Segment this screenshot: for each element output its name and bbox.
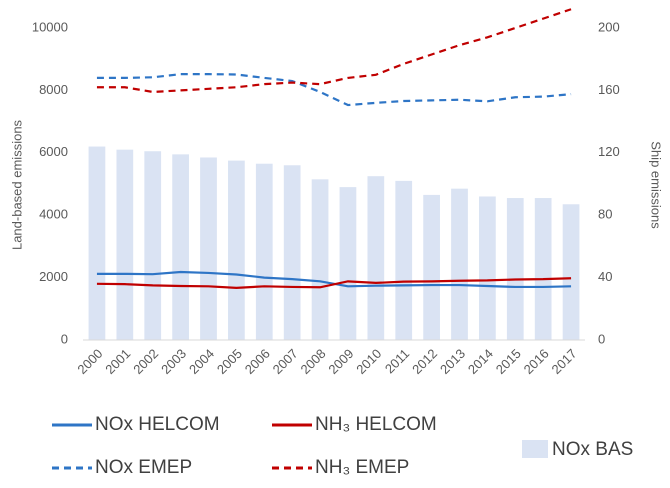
y-tick-label: 10000 bbox=[32, 19, 68, 34]
y2-tick-label: 0 bbox=[598, 331, 605, 346]
legend-swatch bbox=[522, 440, 548, 458]
x-tick-label: 2008 bbox=[298, 346, 329, 377]
x-tick-label: 2017 bbox=[549, 346, 580, 377]
bar bbox=[506, 198, 524, 340]
x-tick-label: 2015 bbox=[493, 346, 524, 377]
line-series bbox=[96, 8, 572, 94]
y2-tick-label: 80 bbox=[598, 207, 612, 222]
y2-tick-label: 120 bbox=[598, 144, 620, 159]
x-tick-label: 2014 bbox=[465, 346, 496, 377]
line-series bbox=[96, 277, 572, 289]
bar bbox=[88, 146, 106, 340]
y2-tick-label: 160 bbox=[598, 82, 620, 97]
x-tick-label: 2001 bbox=[102, 346, 133, 377]
x-tick-label: 2011 bbox=[382, 346, 412, 376]
bar bbox=[144, 151, 162, 340]
x-tick-label: 2012 bbox=[409, 346, 440, 377]
bar bbox=[395, 180, 413, 340]
legend-label: NOx EMEP bbox=[95, 457, 192, 478]
bar bbox=[116, 149, 134, 340]
x-tick-label: 2009 bbox=[325, 346, 356, 377]
bar bbox=[479, 196, 496, 340]
legend-label: NH₃ EMEP bbox=[315, 457, 409, 478]
x-tick-label: 2013 bbox=[437, 346, 468, 377]
x-tick-label: 2000 bbox=[74, 346, 105, 377]
x-tick-label: 2016 bbox=[521, 346, 552, 377]
bar bbox=[562, 204, 580, 340]
y-tick-label: 2000 bbox=[39, 269, 68, 284]
x-tick-label: 2004 bbox=[186, 346, 217, 377]
y2-tick-label: 40 bbox=[598, 269, 612, 284]
legend-label: NOx BAS bbox=[552, 439, 633, 460]
x-tick-label: 2007 bbox=[270, 346, 301, 377]
bar bbox=[228, 160, 245, 340]
x-tick-label: 2002 bbox=[130, 346, 161, 377]
bar bbox=[200, 157, 217, 340]
bar bbox=[311, 179, 329, 340]
bar bbox=[339, 187, 357, 340]
bar bbox=[283, 165, 301, 340]
legend-label: NOx HELCOM bbox=[95, 414, 220, 435]
y2-axis-label: Ship emissions bbox=[649, 141, 664, 229]
bar bbox=[255, 163, 273, 340]
x-tick-label: 2010 bbox=[353, 346, 384, 377]
bar bbox=[172, 154, 189, 340]
bar bbox=[367, 176, 385, 340]
line-series bbox=[96, 73, 572, 107]
y-tick-label: 0 bbox=[61, 331, 68, 346]
y2-tick-label: 200 bbox=[598, 19, 620, 34]
legend-label: NH₃ HELCOM bbox=[315, 414, 437, 435]
bar bbox=[451, 188, 468, 340]
y-tick-label: 6000 bbox=[39, 144, 68, 159]
y-tick-label: 8000 bbox=[39, 82, 68, 97]
y-axis-label: Land-based emissions bbox=[9, 119, 24, 250]
x-tick-label: 2005 bbox=[214, 346, 245, 377]
bar bbox=[534, 198, 552, 340]
bar bbox=[423, 194, 440, 340]
y-tick-label: 4000 bbox=[39, 207, 68, 222]
x-tick-label: 2003 bbox=[158, 346, 189, 377]
x-tick-label: 2006 bbox=[242, 346, 273, 377]
